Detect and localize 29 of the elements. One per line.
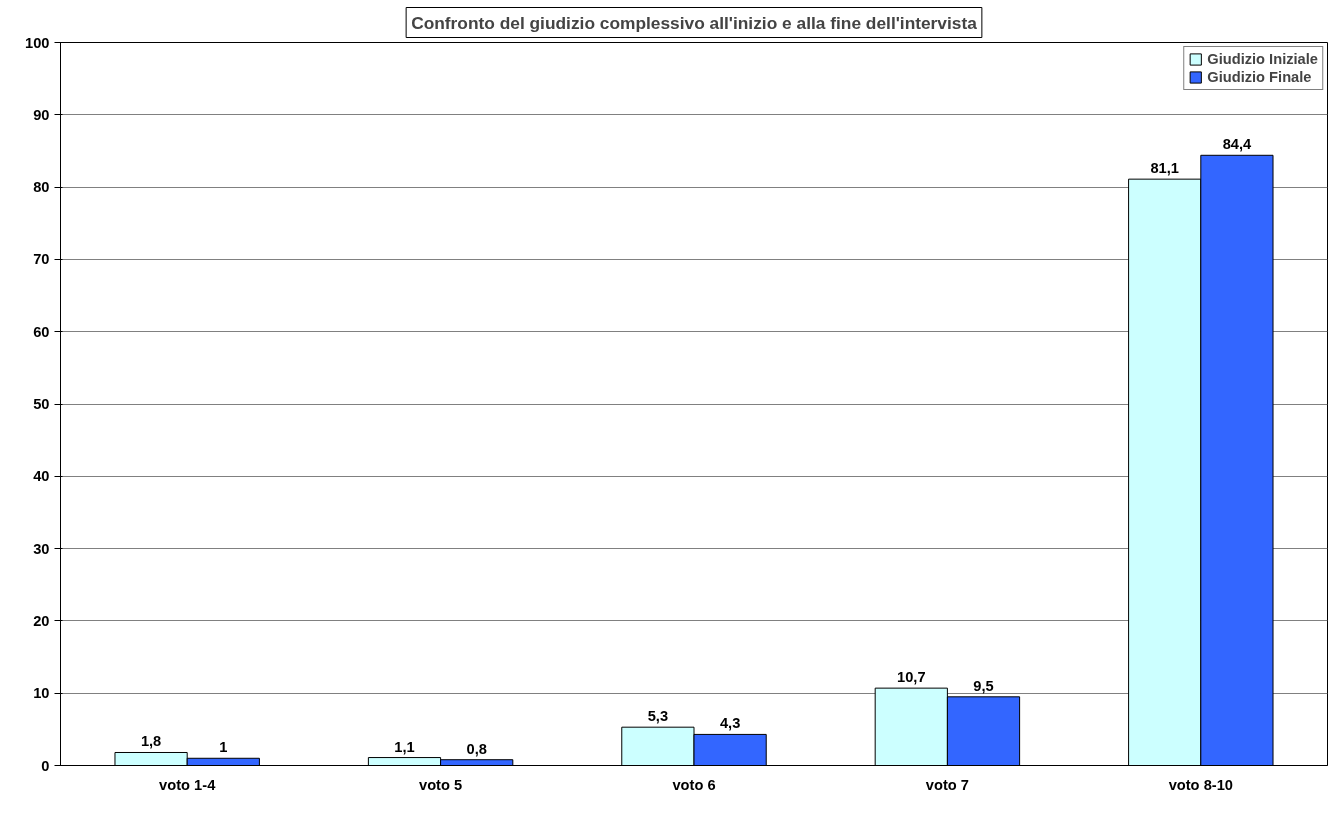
y-tick-label: 80 <box>33 179 50 196</box>
data-label: 0,8 <box>466 740 487 757</box>
data-label: 5,3 <box>647 708 669 725</box>
legend-label: Giudizio Iniziale <box>1207 51 1318 67</box>
x-tick-label: voto 8-10 <box>1168 776 1233 793</box>
x-tick-label: voto 6 <box>672 776 716 793</box>
y-tick-label: 30 <box>33 540 50 557</box>
y-tick-label: 10 <box>33 685 50 702</box>
x-tick-label: voto 1-4 <box>159 776 217 793</box>
y-tick-label: 40 <box>33 468 50 485</box>
x-tick-label: voto 7 <box>925 776 969 793</box>
data-label: 1 <box>219 739 228 756</box>
data-label: 81,1 <box>1150 160 1179 177</box>
data-label: 1,8 <box>140 733 162 750</box>
y-tick-label: 20 <box>33 612 50 629</box>
y-tick-label: 0 <box>41 757 50 774</box>
chart-title: Confronto del giudizio complessivo all'inizio e alla fine dell'intervista <box>411 12 978 33</box>
data-label: 10,7 <box>897 669 926 686</box>
data-label: 84,4 <box>1222 136 1253 153</box>
data-label: 1,1 <box>394 738 415 755</box>
legend-label: Giudizio Finale <box>1207 69 1312 85</box>
y-tick-label: 100 <box>25 34 50 51</box>
data-label: 4,3 <box>719 715 741 732</box>
y-tick-label: 60 <box>33 323 50 340</box>
y-tick-label: 50 <box>33 396 50 412</box>
y-tick-label: 90 <box>33 106 50 123</box>
data-label: 9,5 <box>973 677 994 694</box>
y-tick-label: 70 <box>33 251 50 268</box>
x-tick-label: voto 5 <box>419 776 463 793</box>
